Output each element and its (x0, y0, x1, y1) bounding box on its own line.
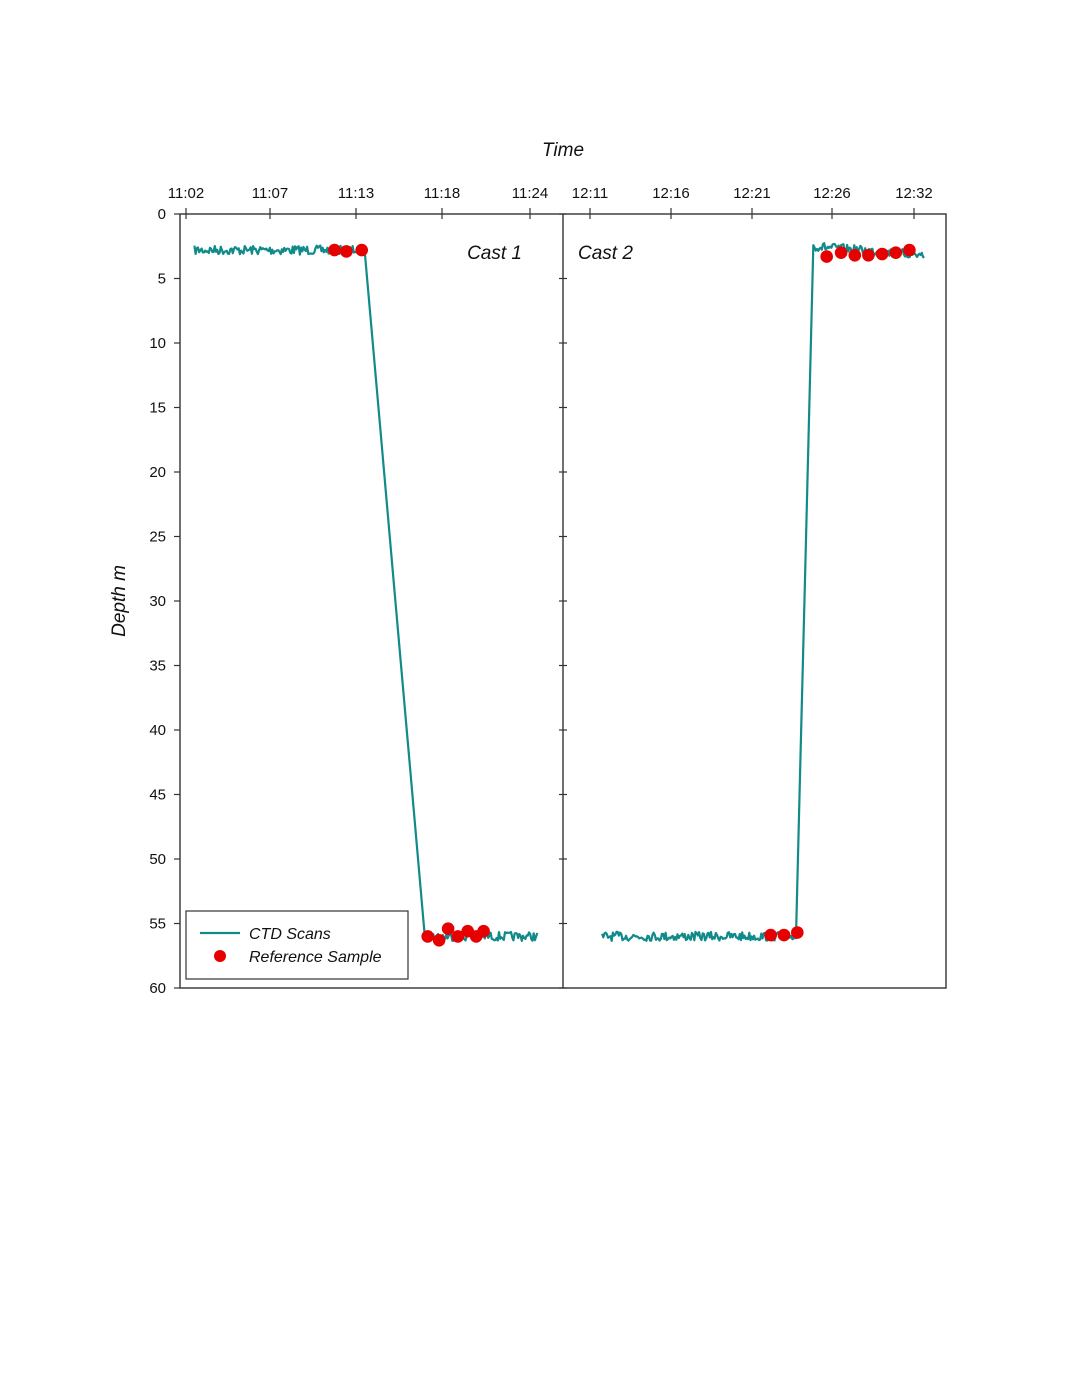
x-tick-label: 11:24 (512, 185, 548, 202)
reference-sample-point (903, 243, 916, 257)
x-tick-label: 12:21 (733, 185, 771, 202)
reference-sample-point (340, 245, 353, 258)
y-tick-label: 25 (149, 529, 166, 546)
x-tick-label: 11:02 (168, 185, 204, 202)
reference-sample-point (328, 243, 341, 257)
reference-sample-point (441, 922, 455, 935)
reference-sample-point (820, 250, 833, 263)
reference-sample-point (421, 930, 435, 943)
reference-sample-point (477, 924, 490, 938)
reference-sample-point (889, 246, 903, 259)
y-tick-label: 30 (149, 593, 166, 610)
reference-sample-point (834, 246, 848, 259)
reference-sample-point (791, 926, 804, 939)
panel-label: Cast 1 (467, 243, 522, 264)
y-tick-label: 35 (149, 658, 166, 675)
reference-sample-point (451, 930, 465, 943)
y-axis-title: Depth m (109, 565, 130, 637)
y-tick-label: 5 (158, 271, 166, 288)
x-axis-title: Time (542, 140, 584, 161)
x-tick-label: 11:18 (424, 185, 460, 202)
legend-label-ctd: CTD Scans (249, 926, 331, 943)
y-tick-label: 55 (149, 916, 166, 933)
y-tick-label: 50 (149, 851, 166, 868)
reference-sample-point (764, 928, 777, 942)
reference-sample-point (355, 243, 369, 257)
panel-label: Cast 2 (578, 243, 633, 264)
y-tick-label: 45 (149, 787, 166, 804)
y-tick-label: 10 (149, 335, 166, 352)
y-tick-label: 20 (149, 464, 166, 481)
y-tick-label: 0 (158, 206, 166, 223)
x-tick-label: 11:13 (338, 185, 374, 202)
reference-sample-point (875, 247, 889, 261)
reference-sample-point (862, 249, 875, 262)
y-tick-label: 15 (149, 400, 166, 417)
x-tick-label: 12:11 (572, 185, 608, 202)
x-tick-label: 12:32 (895, 185, 933, 202)
x-tick-label: 12:16 (652, 185, 690, 202)
reference-sample-point (432, 934, 446, 947)
x-tick-label: 12:26 (813, 185, 851, 202)
ctd-scan-line (601, 242, 925, 942)
reference-sample-point (848, 249, 862, 262)
y-tick-label: 40 (149, 722, 166, 739)
legend-label-reference: Reference Sample (249, 949, 382, 966)
reference-sample-point (777, 928, 791, 942)
x-tick-label: 11:07 (252, 185, 288, 202)
y-tick-label: 60 (149, 980, 166, 997)
legend-box (185, 910, 409, 980)
legend-reference-swatch (214, 950, 226, 962)
